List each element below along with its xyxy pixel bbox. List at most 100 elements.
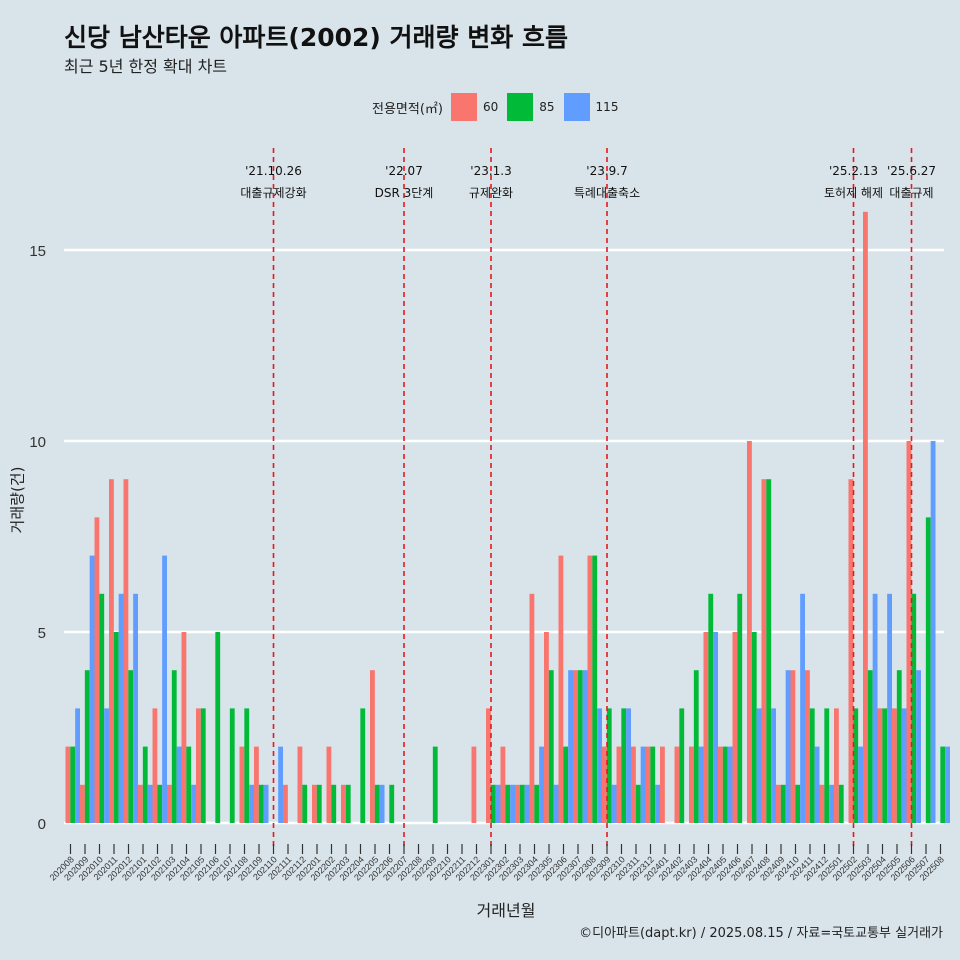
event-label: 대출규제강화 xyxy=(240,186,306,200)
bar-60-202008 xyxy=(65,746,71,823)
bar-85-202008 xyxy=(70,746,76,823)
y-tick-label: 5 xyxy=(38,625,46,642)
bar-85-202505 xyxy=(896,670,902,823)
bar-115-202010 xyxy=(104,708,109,823)
bar-85-202204 xyxy=(360,708,366,823)
bar-60-202401 xyxy=(660,746,665,823)
bar-85-202012 xyxy=(128,670,134,823)
bar-85-202205 xyxy=(374,784,380,823)
bar-60-202203 xyxy=(341,784,346,823)
x-axis-label: 거래년월 xyxy=(476,901,536,920)
bar-60-202308 xyxy=(587,555,593,823)
event-label: DSR 3단계 xyxy=(375,186,434,200)
bar-60-202409 xyxy=(776,784,781,823)
bar-85-202504 xyxy=(882,708,888,823)
event-date: '23.9.7 xyxy=(586,164,627,178)
bar-60-202402 xyxy=(674,746,680,823)
bar-60-202501 xyxy=(834,708,839,823)
bar-115-202009 xyxy=(89,555,95,823)
bar-85-202506 xyxy=(911,593,917,823)
bar-85-202503 xyxy=(867,670,873,823)
bar-60-202310 xyxy=(616,746,622,823)
bar-60-202202 xyxy=(326,746,332,823)
bar-115-202012 xyxy=(133,593,138,823)
bar-85-202101 xyxy=(142,746,148,823)
bar-60-202407 xyxy=(747,441,752,823)
legend-label-115: 115 xyxy=(595,100,619,114)
bar-115-202305 xyxy=(553,784,559,823)
bar-115-202412 xyxy=(829,784,834,823)
bar-60-202105 xyxy=(196,708,201,823)
bar-60-202504 xyxy=(877,708,883,823)
y-tick-label: 15 xyxy=(29,243,46,260)
bar-115-202307 xyxy=(582,670,588,823)
bar-60-202102 xyxy=(152,708,158,823)
bar-60-202012 xyxy=(123,479,129,823)
bar-85-202411 xyxy=(809,708,815,823)
bar-115-202407 xyxy=(756,708,762,823)
bar-85-202107 xyxy=(229,708,235,823)
bar-85-202306 xyxy=(563,746,569,823)
bar-85-202206 xyxy=(389,784,395,823)
bar-60-202103 xyxy=(167,784,172,823)
bar-115-202504 xyxy=(887,593,892,823)
bar-60-202010 xyxy=(94,517,100,823)
bar-60-202101 xyxy=(138,784,143,823)
bar-85-202404 xyxy=(708,593,714,823)
bar-85-202304 xyxy=(534,784,540,823)
bar-115-202507 xyxy=(930,441,936,823)
bar-85-202303 xyxy=(519,784,525,823)
bar-60-202112 xyxy=(297,746,303,823)
bar-60-202410 xyxy=(790,670,796,823)
event-label: 규제완화 xyxy=(469,186,513,200)
bar-60-202408 xyxy=(761,479,767,823)
bar-115-202109 xyxy=(263,784,269,823)
bar-85-202301 xyxy=(490,784,496,823)
bar-60-202306 xyxy=(558,555,564,823)
bar-115-202102 xyxy=(162,555,167,823)
bar-85-202405 xyxy=(722,746,728,823)
bar-60-202503 xyxy=(863,211,868,824)
bar-115-202008 xyxy=(75,708,80,823)
bar-60-202405 xyxy=(718,746,723,823)
bar-60-202302 xyxy=(500,746,506,823)
bar-115-202309 xyxy=(611,784,617,823)
bar-85-202312 xyxy=(650,746,656,823)
bar-85-202309 xyxy=(606,708,612,823)
bar-60-202111 xyxy=(283,784,288,823)
bar-60-202205 xyxy=(370,670,375,823)
bar-115-202508 xyxy=(945,746,950,823)
bar-60-202307 xyxy=(573,670,578,823)
bar-60-202406 xyxy=(732,632,738,823)
bar-85-202507 xyxy=(925,517,931,823)
bar-60-202403 xyxy=(689,746,694,823)
legend-swatch-85 xyxy=(507,93,534,121)
event-label: 대출규제 xyxy=(889,186,933,200)
bar-85-202105 xyxy=(200,708,206,823)
bar-85-202112 xyxy=(302,784,308,823)
legend-swatch-115 xyxy=(563,93,590,121)
bar-60-202309 xyxy=(602,746,607,823)
event-date: '22.07 xyxy=(385,164,423,178)
bar-60-202304 xyxy=(529,593,535,823)
bar-85-202410 xyxy=(795,784,801,823)
bar-85-202308 xyxy=(592,555,598,823)
legend-swatch-60 xyxy=(450,93,477,121)
bar-85-202508 xyxy=(940,746,946,823)
event-date: '25.6.27 xyxy=(887,164,936,178)
bar-85-202403 xyxy=(693,670,699,823)
y-tick-label: 10 xyxy=(29,434,46,451)
bar-60-202506 xyxy=(906,441,912,823)
bar-115-202310 xyxy=(626,708,631,823)
bar-115-202302 xyxy=(510,784,515,823)
bar-60-202009 xyxy=(80,784,85,823)
chart-title: 신당 남산타운 아파트(2002) 거래량 변화 흐름 xyxy=(64,23,568,52)
bar-85-202108 xyxy=(244,708,250,823)
bar-115-202503 xyxy=(872,593,878,823)
bar-60-202201 xyxy=(312,784,317,823)
event-date: '21.10.26 xyxy=(245,164,302,178)
bar-115-202502 xyxy=(858,746,863,823)
bar-115-202103 xyxy=(176,746,182,823)
bar-85-202307 xyxy=(577,670,583,823)
bar-115-202404 xyxy=(713,632,718,823)
